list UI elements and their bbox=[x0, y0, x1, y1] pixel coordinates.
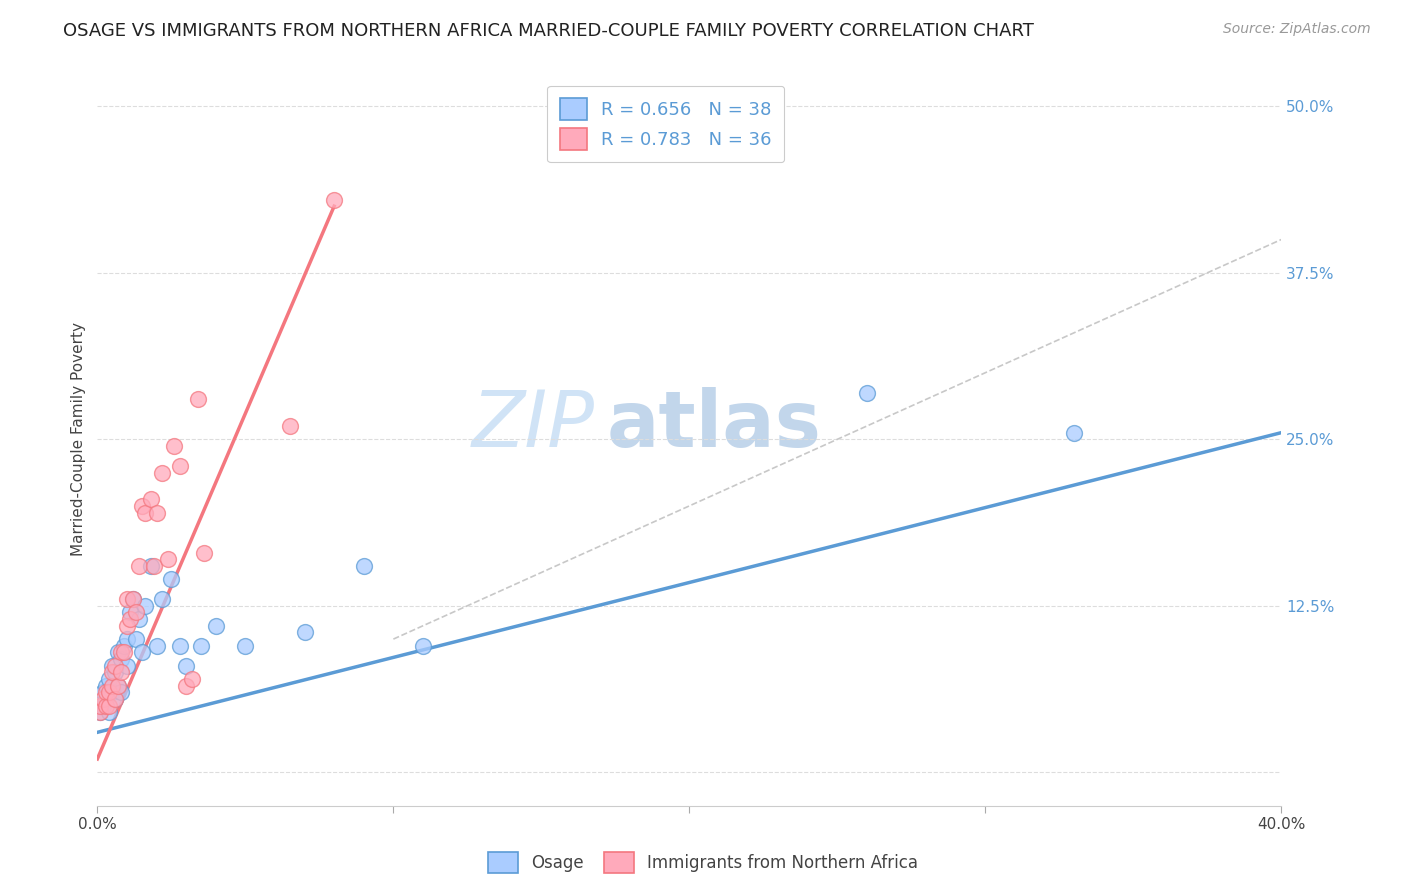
Legend: R = 0.656   N = 38, R = 0.783   N = 36: R = 0.656 N = 38, R = 0.783 N = 36 bbox=[547, 86, 785, 162]
Legend: Osage, Immigrants from Northern Africa: Osage, Immigrants from Northern Africa bbox=[481, 846, 925, 880]
Point bbox=[122, 592, 145, 607]
Point bbox=[91, 698, 114, 713]
Point bbox=[98, 685, 121, 699]
Point bbox=[294, 625, 316, 640]
Point bbox=[181, 672, 204, 686]
Point bbox=[1063, 425, 1085, 440]
Point bbox=[131, 499, 153, 513]
Point bbox=[104, 692, 127, 706]
Point bbox=[115, 619, 138, 633]
Point bbox=[96, 698, 118, 713]
Point bbox=[160, 572, 183, 586]
Point bbox=[91, 685, 114, 699]
Point bbox=[96, 692, 118, 706]
Point bbox=[101, 679, 124, 693]
Point bbox=[112, 645, 135, 659]
Point bbox=[89, 706, 111, 720]
Point bbox=[118, 606, 141, 620]
Point bbox=[157, 552, 180, 566]
Point bbox=[101, 658, 124, 673]
Point bbox=[235, 639, 257, 653]
Point bbox=[856, 385, 879, 400]
Point bbox=[96, 685, 118, 699]
Point bbox=[115, 592, 138, 607]
Point bbox=[193, 545, 215, 559]
Point bbox=[101, 665, 124, 680]
Point bbox=[152, 592, 174, 607]
Point bbox=[145, 506, 167, 520]
Point bbox=[134, 599, 156, 613]
Point bbox=[110, 652, 132, 666]
Point bbox=[96, 679, 118, 693]
Point bbox=[115, 658, 138, 673]
Point bbox=[107, 679, 129, 693]
Point bbox=[169, 639, 191, 653]
Point bbox=[131, 645, 153, 659]
Point bbox=[169, 458, 191, 473]
Point bbox=[107, 679, 129, 693]
Point bbox=[139, 492, 162, 507]
Point bbox=[110, 685, 132, 699]
Point bbox=[122, 592, 145, 607]
Text: OSAGE VS IMMIGRANTS FROM NORTHERN AFRICA MARRIED-COUPLE FAMILY POVERTY CORRELATI: OSAGE VS IMMIGRANTS FROM NORTHERN AFRICA… bbox=[63, 22, 1035, 40]
Point bbox=[98, 706, 121, 720]
Point bbox=[190, 639, 212, 653]
Point bbox=[278, 419, 301, 434]
Point bbox=[174, 658, 197, 673]
Point bbox=[323, 193, 346, 207]
Point bbox=[145, 639, 167, 653]
Point bbox=[98, 698, 121, 713]
Text: atlas: atlas bbox=[606, 386, 821, 463]
Point bbox=[104, 665, 127, 680]
Point bbox=[98, 672, 121, 686]
Point bbox=[110, 665, 132, 680]
Point bbox=[174, 679, 197, 693]
Point bbox=[128, 558, 150, 573]
Point bbox=[142, 558, 165, 573]
Point bbox=[125, 606, 148, 620]
Point bbox=[152, 466, 174, 480]
Point bbox=[101, 685, 124, 699]
Point bbox=[134, 506, 156, 520]
Point bbox=[204, 619, 226, 633]
Point bbox=[104, 658, 127, 673]
Point bbox=[118, 612, 141, 626]
Point bbox=[412, 639, 434, 653]
Point bbox=[91, 692, 114, 706]
Point bbox=[163, 439, 186, 453]
Point bbox=[353, 558, 375, 573]
Point bbox=[187, 392, 209, 407]
Point bbox=[110, 645, 132, 659]
Point bbox=[89, 706, 111, 720]
Point bbox=[89, 698, 111, 713]
Point bbox=[125, 632, 148, 646]
Y-axis label: Married-Couple Family Poverty: Married-Couple Family Poverty bbox=[72, 322, 86, 557]
Point bbox=[128, 612, 150, 626]
Point bbox=[115, 632, 138, 646]
Point bbox=[104, 692, 127, 706]
Text: Source: ZipAtlas.com: Source: ZipAtlas.com bbox=[1223, 22, 1371, 37]
Text: ZIP: ZIP bbox=[471, 386, 595, 463]
Point bbox=[107, 645, 129, 659]
Point bbox=[112, 639, 135, 653]
Point bbox=[139, 558, 162, 573]
